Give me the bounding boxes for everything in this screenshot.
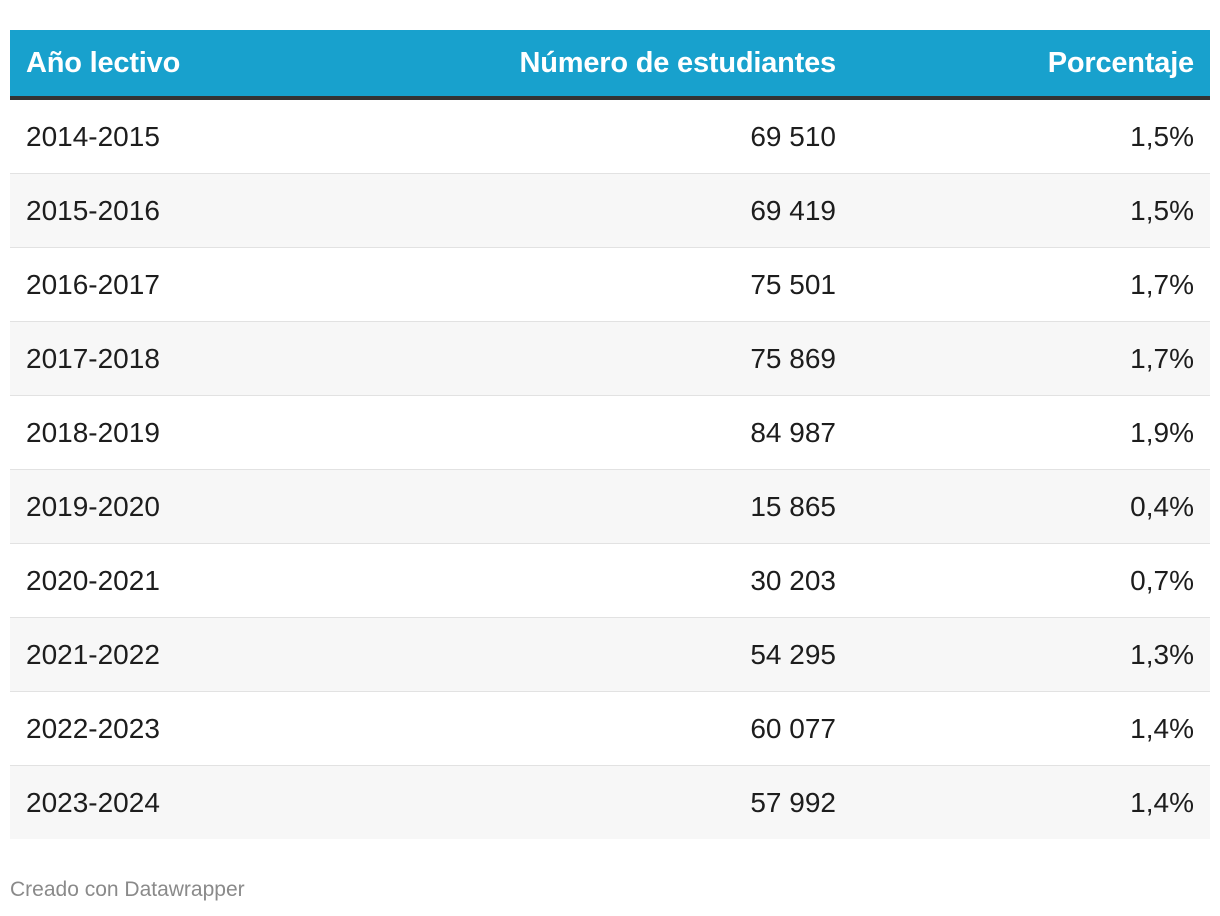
cell-percent: 0,4% [852,469,1210,544]
cell-students: 84 987 [382,395,852,470]
data-table: Año lectivo Número de estudiantes Porcen… [10,30,1210,839]
cell-students: 69 419 [382,173,852,248]
cell-year: 2019-2020 [10,469,382,544]
cell-percent: 1,4% [852,691,1210,766]
cell-year: 2020-2021 [10,543,382,618]
cell-year: 2018-2019 [10,395,382,470]
table-row: 2021-2022 54 295 1,3% [10,617,1210,692]
table-row: 2014-2015 69 510 1,5% [10,98,1210,174]
table-row: 2017-2018 75 869 1,7% [10,321,1210,396]
cell-percent: 1,5% [852,98,1210,174]
table-body: 2014-2015 69 510 1,5% 2015-2016 69 419 1,5% 20… [10,98,1210,839]
cell-students: 75 869 [382,321,852,396]
cell-year: 2015-2016 [10,173,382,248]
table-row: 2018-2019 84 987 1,9% [10,395,1210,470]
cell-year: 2023-2024 [10,765,382,839]
cell-percent: 1,4% [852,765,1210,839]
cell-year: 2021-2022 [10,617,382,692]
cell-year: 2017-2018 [10,321,382,396]
cell-students: 57 992 [382,765,852,839]
table-row: 2023-2024 57 992 1,4% [10,765,1210,839]
column-header-students: Número de estudiantes [519,46,837,79]
cell-students: 54 295 [382,617,852,692]
cell-year: 2016-2017 [10,247,382,322]
cell-percent: 1,9% [852,395,1210,470]
table-row: 2019-2020 15 865 0,4% [10,469,1210,544]
table-row: 2020-2021 30 203 0,7% [10,543,1210,618]
table-header: Año lectivo Número de estudiantes Porcen… [10,30,1210,98]
column-header-year: Año lectivo [26,46,181,79]
header-row: Año lectivo Número de estudiantes Porcen… [10,30,1210,98]
cell-year: 2014-2015 [10,98,382,174]
cell-year: 2022-2023 [10,691,382,766]
cell-students: 69 510 [382,98,852,174]
cell-percent: 1,5% [852,173,1210,248]
datawrapper-credit: Creado con Datawrapper [10,878,245,901]
cell-percent: 1,7% [852,321,1210,396]
table-row: 2015-2016 69 419 1,5% [10,173,1210,248]
cell-students: 15 865 [382,469,852,544]
cell-percent: 0,7% [852,543,1210,618]
table-row: 2022-2023 60 077 1,4% [10,691,1210,766]
data-table-container: Año lectivo Número de estudiantes Porcen… [10,30,1210,839]
column-header-percent: Porcentaje [1047,46,1194,79]
cell-percent: 1,7% [852,247,1210,322]
cell-students: 75 501 [382,247,852,322]
cell-students: 60 077 [382,691,852,766]
cell-students: 30 203 [382,543,852,618]
table-row: 2016-2017 75 501 1,7% [10,247,1210,322]
cell-percent: 1,3% [852,617,1210,692]
